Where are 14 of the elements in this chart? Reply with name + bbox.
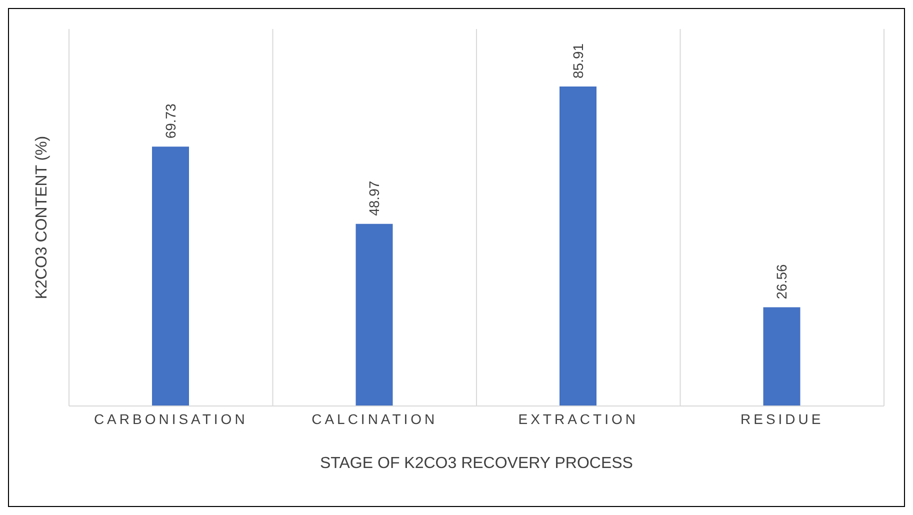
y-axis-title: K2CO3 CONTENT (%) (34, 136, 51, 300)
x-tick-label: CALCINATION (312, 410, 438, 427)
x-tick-label: CARBONISATION (94, 410, 248, 427)
x-tick-label: RESIDUE (740, 410, 824, 427)
bar (356, 224, 393, 406)
data-label: 26.56 (774, 264, 790, 300)
bar (763, 307, 800, 406)
data-label: 85.91 (570, 43, 586, 79)
x-tick-label: EXTRACTION (518, 410, 638, 427)
bar (152, 146, 189, 406)
x-axis-title: STAGE OF K2CO3 RECOVERY PROCESS (320, 455, 633, 472)
data-label: 48.97 (366, 180, 382, 216)
data-label: 69.73 (162, 103, 178, 139)
bar (560, 86, 596, 406)
